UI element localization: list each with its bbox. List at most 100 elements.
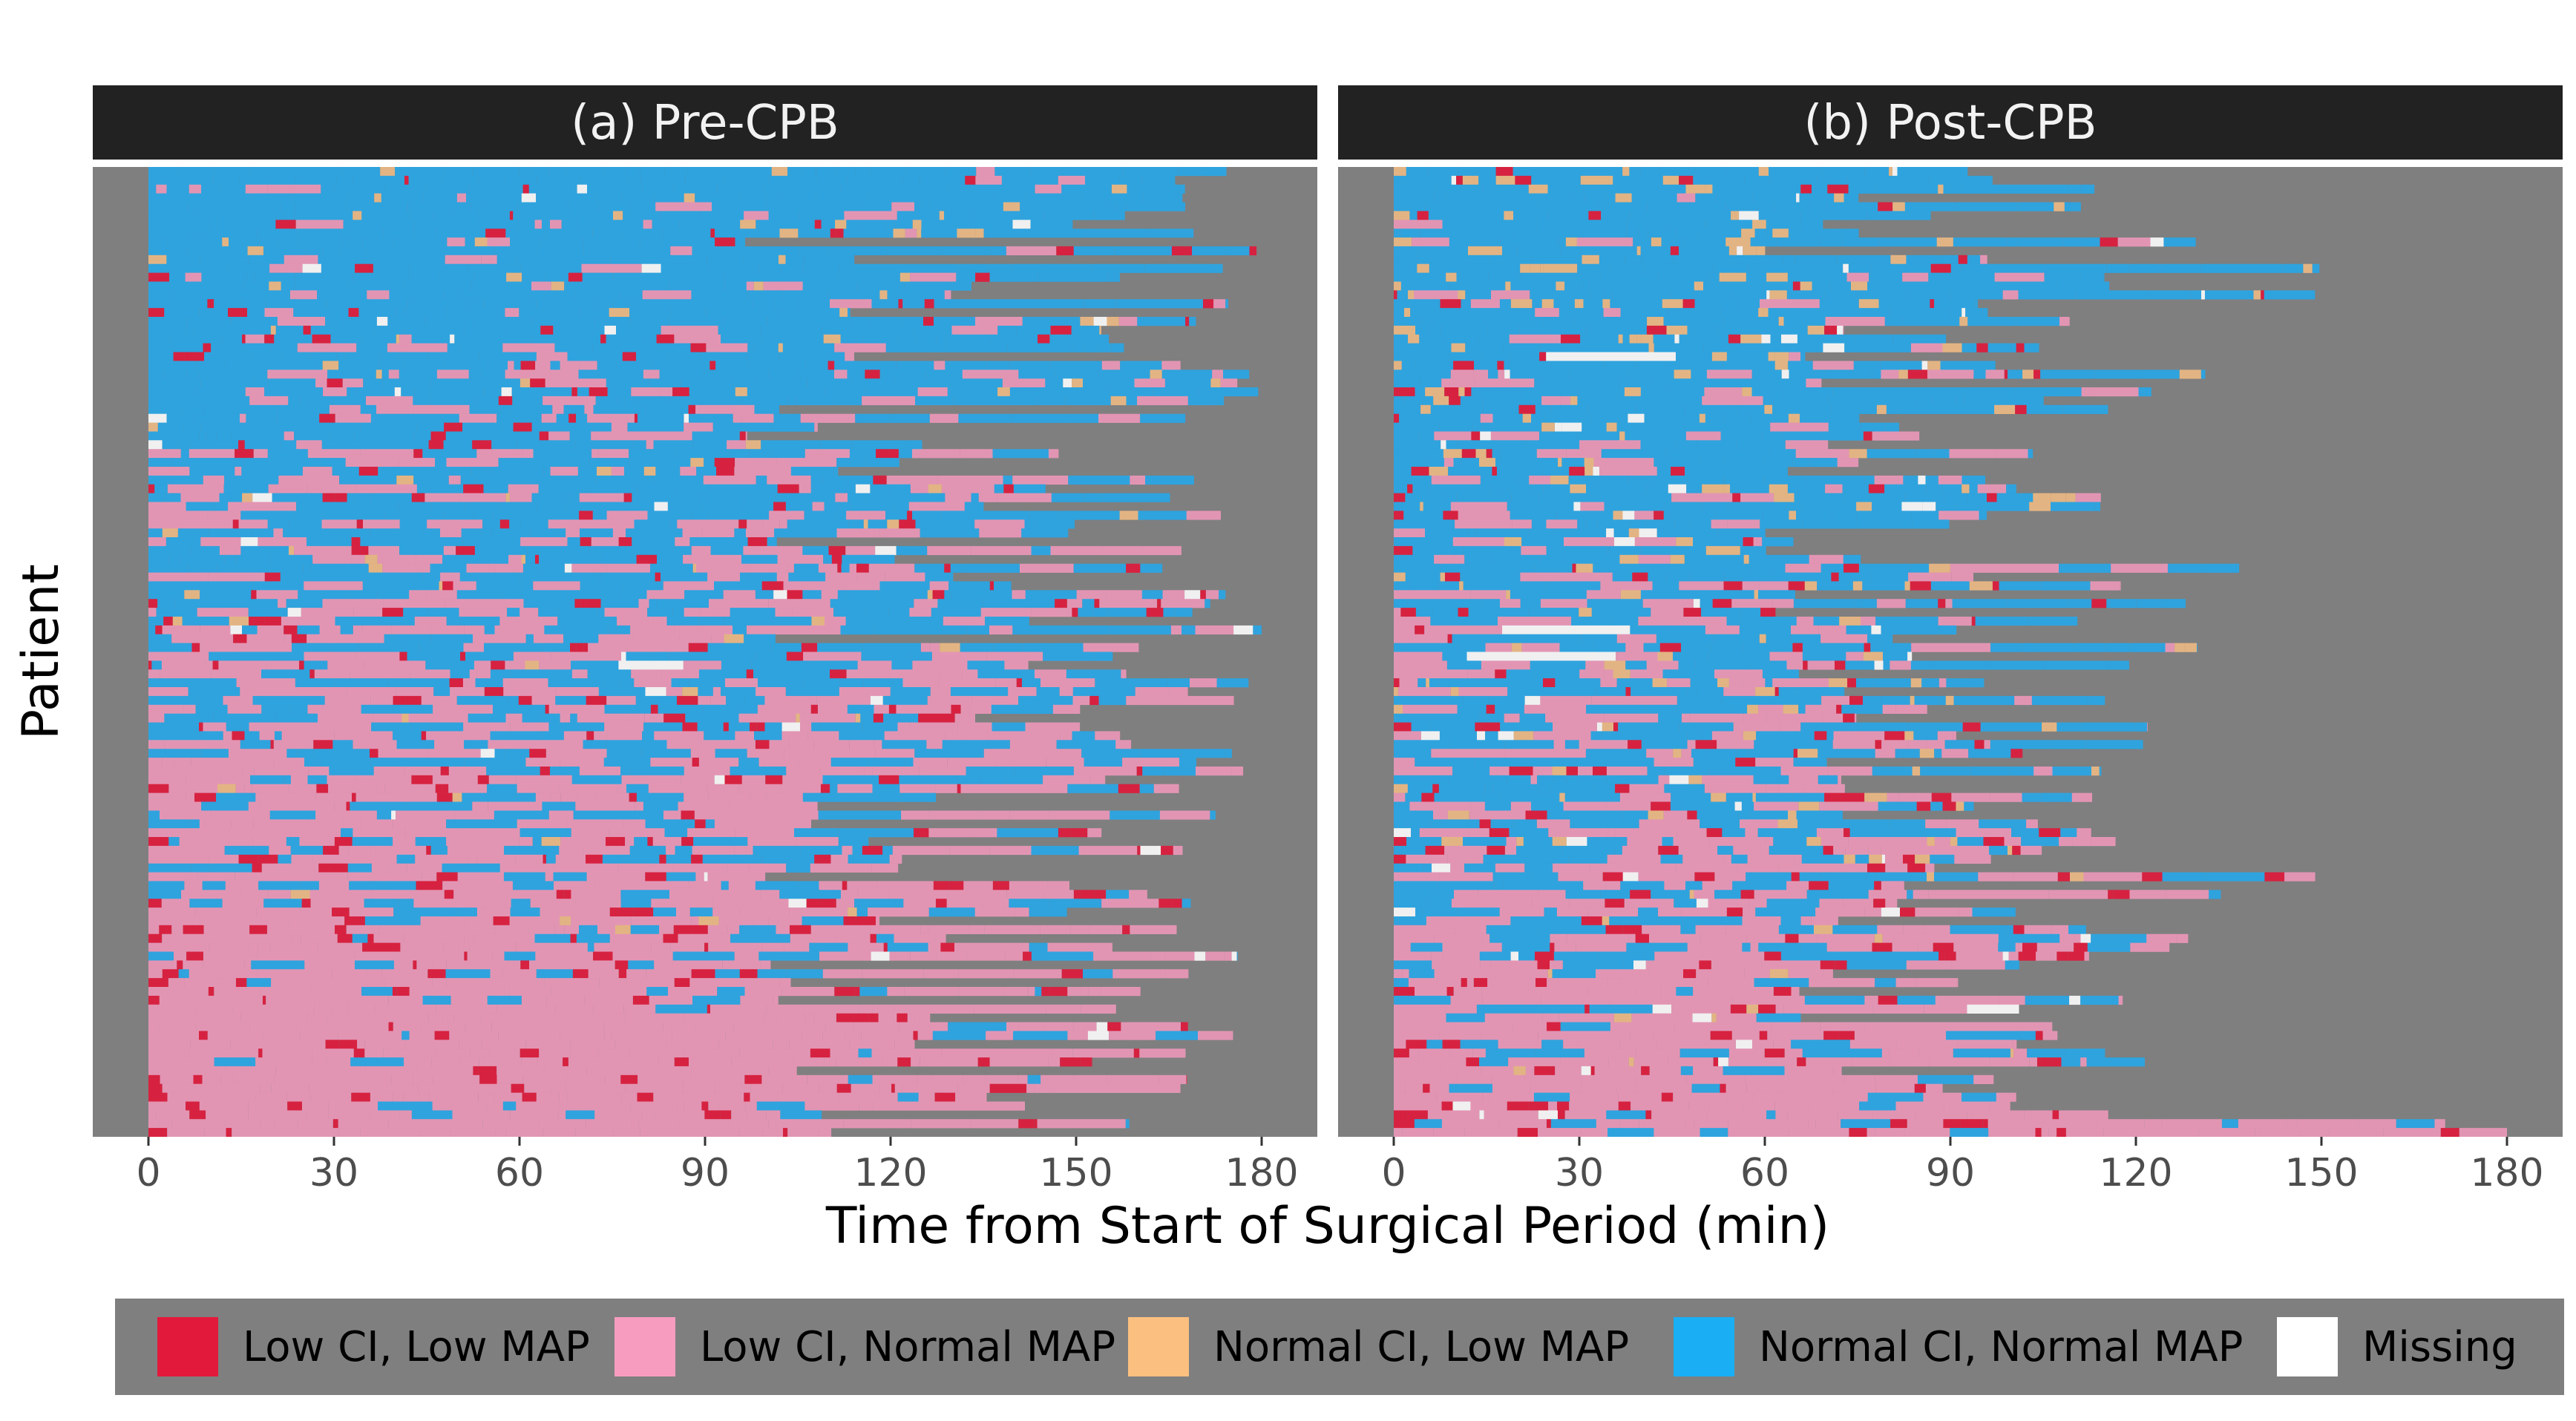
state-segment — [727, 863, 750, 873]
state-segment — [1751, 387, 1783, 397]
state-segment — [842, 845, 853, 856]
state-segment — [195, 361, 226, 370]
state-segment — [849, 563, 856, 573]
state-segment — [168, 554, 181, 564]
state-segment — [232, 519, 239, 529]
state-segment — [597, 361, 617, 370]
patient-row — [148, 590, 1226, 600]
state-segment — [762, 519, 780, 529]
state-segment — [587, 942, 594, 952]
state-segment — [322, 599, 384, 608]
state-segment — [1977, 484, 2007, 493]
state-segment — [200, 378, 232, 388]
state-segment — [490, 608, 508, 617]
state-segment — [554, 925, 565, 934]
state-segment — [1087, 229, 1147, 238]
state-segment — [513, 211, 557, 220]
state-segment — [1604, 502, 1639, 511]
patient-row — [148, 925, 1177, 934]
state-segment — [162, 440, 179, 450]
state-segment — [1839, 617, 1861, 626]
state-segment — [566, 1110, 595, 1120]
patient-row — [148, 545, 1182, 556]
state-segment — [1691, 545, 1706, 556]
state-segment — [290, 828, 341, 838]
state-segment — [446, 617, 461, 626]
state-segment — [1434, 554, 1455, 564]
state-segment — [1130, 475, 1145, 485]
state-segment — [363, 378, 383, 388]
state-segment — [643, 370, 660, 379]
state-segment — [796, 837, 839, 847]
state-segment — [490, 731, 543, 741]
state-segment — [724, 175, 769, 186]
state-segment — [783, 290, 828, 300]
state-segment — [580, 1101, 631, 1111]
state-segment — [191, 863, 210, 873]
state-segment — [1171, 246, 1193, 256]
state-segment — [444, 290, 462, 300]
state-segment — [970, 1119, 1019, 1129]
state-segment — [148, 854, 209, 864]
state-segment — [840, 625, 874, 635]
state-segment — [1645, 669, 1663, 679]
state-segment — [498, 458, 535, 467]
state-segment — [938, 608, 981, 617]
state-segment — [558, 784, 618, 793]
state-segment — [1471, 431, 1481, 441]
state-segment — [767, 537, 777, 547]
state-segment — [1046, 1004, 1081, 1014]
state-segment — [606, 317, 631, 326]
state-segment — [507, 608, 520, 617]
state-segment — [186, 502, 214, 511]
state-segment — [786, 361, 806, 370]
state-segment — [1849, 695, 1864, 706]
state-segment — [645, 404, 689, 414]
state-segment — [656, 599, 709, 608]
state-segment — [360, 537, 410, 547]
state-segment — [212, 325, 231, 335]
state-segment — [190, 545, 220, 556]
state-segment — [148, 281, 174, 291]
state-segment — [1847, 678, 1856, 688]
state-segment — [1645, 519, 1675, 529]
state-segment — [733, 246, 791, 256]
state-segment — [819, 854, 831, 864]
state-segment — [715, 361, 750, 370]
state-segment — [868, 193, 909, 203]
state-segment — [802, 281, 858, 291]
state-segment — [1509, 334, 1561, 344]
state-segment — [281, 1128, 339, 1137]
state-segment — [1488, 695, 1525, 706]
state-segment — [1043, 263, 1093, 273]
state-segment — [564, 925, 579, 934]
state-segment — [629, 449, 676, 459]
state-segment — [295, 175, 337, 186]
state-segment — [908, 502, 965, 511]
state-segment — [692, 1066, 734, 1076]
state-segment — [148, 1004, 158, 1014]
patient-row — [1394, 475, 1985, 485]
state-segment — [531, 281, 551, 291]
state-segment — [2104, 722, 2135, 732]
state-segment — [920, 175, 966, 186]
state-segment — [1394, 617, 1431, 626]
state-segment — [767, 317, 781, 326]
state-segment — [1921, 678, 1939, 688]
state-segment — [1889, 167, 1892, 177]
state-segment — [545, 290, 556, 300]
state-segment — [2006, 484, 2016, 493]
state-segment — [1430, 617, 1455, 626]
state-segment — [654, 960, 672, 970]
state-segment — [987, 263, 1013, 273]
state-segment — [488, 1048, 520, 1058]
state-segment — [2312, 263, 2320, 273]
state-segment — [1220, 378, 1238, 388]
state-segment — [669, 281, 725, 291]
state-segment — [159, 995, 200, 1005]
state-segment — [1528, 608, 1579, 617]
state-segment — [791, 246, 800, 256]
state-segment — [246, 634, 285, 643]
state-segment — [1531, 175, 1581, 186]
state-segment — [733, 413, 742, 423]
